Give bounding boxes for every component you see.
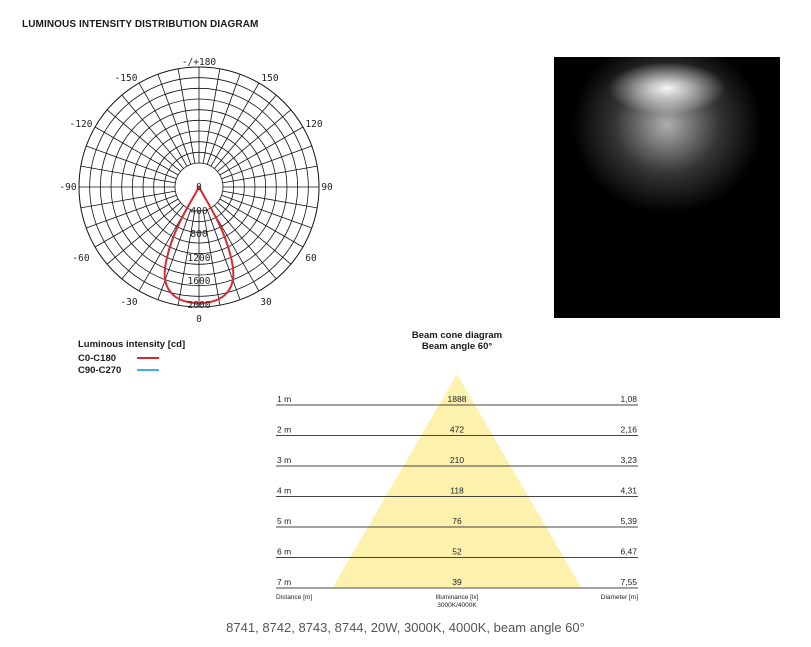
row-distance: 6 m xyxy=(277,547,291,557)
polar-spoke xyxy=(80,165,176,184)
angle-label-right: 90 xyxy=(321,182,333,193)
row-illuminance: 1888 xyxy=(448,394,467,404)
angle-label-upper-left: -150 xyxy=(115,73,138,84)
legend-swatch-red xyxy=(137,357,159,359)
polar-spoke xyxy=(219,198,304,248)
angle-label-left: -90 xyxy=(59,182,76,193)
luminous-intensity-legend: Luminous intensity [cd] C0-C180 C90-C270 xyxy=(78,339,185,376)
c0-c180-curve xyxy=(163,184,235,305)
diameter-header: Diameter [m] xyxy=(601,594,638,601)
polar-angle-labels: -/+180 -150 150 -120 120 -90 90 -60 60 -… xyxy=(59,57,333,325)
row-illuminance: 210 xyxy=(450,455,464,465)
polar-spoke xyxy=(121,205,184,280)
beam-cone-title: Beam cone diagram xyxy=(411,330,503,341)
angle-label-right-high: 120 xyxy=(305,119,322,130)
polar-spoke xyxy=(222,165,318,184)
beam-cone-shape xyxy=(333,374,581,587)
polar-spoke xyxy=(94,198,179,248)
row-distance: 4 m xyxy=(277,486,291,496)
row-diameter: 1,08 xyxy=(620,394,637,404)
row-diameter: 3,23 xyxy=(620,455,637,465)
row-illuminance: 39 xyxy=(452,577,462,587)
row-distance: 3 m xyxy=(277,455,291,465)
polar-diagram: -/+180 -150 150 -120 120 -90 90 -60 60 -… xyxy=(59,57,333,325)
row-illuminance: 52 xyxy=(452,547,462,557)
polar-spoke xyxy=(80,190,176,209)
polar-radial-labels: 0 400 800 1200 1600 2000 xyxy=(188,182,211,311)
radial-label-2000: 2000 xyxy=(188,300,211,311)
polar-spoke xyxy=(202,210,221,306)
polar-spoke xyxy=(214,205,277,280)
radial-label-800: 800 xyxy=(190,229,207,240)
polar-spoke xyxy=(121,94,184,169)
distance-header: Distance [m] xyxy=(276,594,312,601)
radial-label-1600: 1600 xyxy=(188,276,211,287)
radial-label-1200: 1200 xyxy=(188,253,211,264)
angle-label-left-high: -120 xyxy=(70,119,93,130)
row-distance: 7 m xyxy=(277,577,291,587)
illuminance-subheader: 3000K/4000K xyxy=(437,602,477,609)
beam-cone-footer: Distance [m] Illuminance [lx] 3000K/4000… xyxy=(276,594,638,609)
radial-label-0: 0 xyxy=(196,182,202,193)
angle-label-top: -/+180 xyxy=(182,57,217,68)
row-diameter: 7,55 xyxy=(620,577,637,587)
polar-spoke xyxy=(177,210,196,306)
legend-swatch-blue xyxy=(137,369,159,371)
legend-item-label: C0-C180 xyxy=(78,352,117,364)
beam-cone-diagram: 1 m 1888 1,08 2 m 472 2,16 3 m 210 3,23 4 m 118 4,3… xyxy=(276,374,638,609)
polar-spoke xyxy=(221,145,312,180)
polar-spoke xyxy=(177,68,196,164)
legend-item-label: C90-C270 xyxy=(78,364,122,376)
beam-angle-subtitle: Beam angle 60° xyxy=(421,341,493,352)
row-distance: 5 m xyxy=(277,516,291,526)
illuminance-header: Illuminance [lx] xyxy=(436,594,479,601)
angle-label-upper-right: 150 xyxy=(261,73,278,84)
polar-spoke xyxy=(210,82,260,167)
polar-spoke xyxy=(206,74,241,165)
angle-label-right-low: 60 xyxy=(305,253,317,264)
polar-spoke xyxy=(106,109,181,172)
row-illuminance: 472 xyxy=(450,425,464,435)
polar-spoke xyxy=(222,190,318,209)
row-diameter: 4,31 xyxy=(620,486,637,496)
angle-label-bottom: 0 xyxy=(196,314,202,325)
polar-spoke xyxy=(214,94,277,169)
polar-spoke xyxy=(138,82,188,167)
polar-spoke xyxy=(94,126,179,176)
polar-grid xyxy=(78,66,320,308)
angle-label-bottom-left: -30 xyxy=(120,297,137,308)
polar-spoke xyxy=(202,68,221,164)
polar-spoke xyxy=(86,194,177,229)
row-diameter: 2,16 xyxy=(620,425,637,435)
legend-item-c90: C90-C270 xyxy=(78,364,185,376)
polar-spoke xyxy=(217,202,292,265)
light-beam-photo xyxy=(554,57,780,318)
row-illuminance: 76 xyxy=(452,516,462,526)
angle-label-bottom-right: 30 xyxy=(260,297,272,308)
beam-cone-rows: 1 m 1888 1,08 2 m 472 2,16 3 m 210 3,23 4 m 118 4,3… xyxy=(276,394,638,589)
polar-spoke xyxy=(157,209,192,300)
row-diameter: 6,47 xyxy=(620,547,637,557)
row-distance: 2 m xyxy=(277,425,291,435)
polar-spoke xyxy=(221,194,312,229)
polar-spoke xyxy=(219,126,304,176)
legend-item-c0: C0-C180 xyxy=(78,352,185,364)
page-title: LUMINOUS INTENSITY DISTRIBUTION DIAGRAM xyxy=(22,19,259,30)
row-diameter: 5,39 xyxy=(620,516,637,526)
row-distance: 1 m xyxy=(277,394,291,404)
polar-spoke xyxy=(206,209,241,300)
radial-label-400: 400 xyxy=(190,206,207,217)
angle-label-left-low: -60 xyxy=(72,253,89,264)
row-illuminance: 118 xyxy=(450,486,464,496)
beam-cone-title-block: Beam cone diagram Beam angle 60° xyxy=(357,330,557,352)
polar-spoke xyxy=(86,145,177,180)
polar-spoke xyxy=(106,202,181,265)
polar-spoke xyxy=(157,74,192,165)
polar-spoke xyxy=(217,109,292,172)
legend-title: Luminous intensity [cd] xyxy=(78,339,186,350)
product-caption: 8741, 8742, 8743, 8744, 20W, 3000K, 4000… xyxy=(226,620,585,635)
